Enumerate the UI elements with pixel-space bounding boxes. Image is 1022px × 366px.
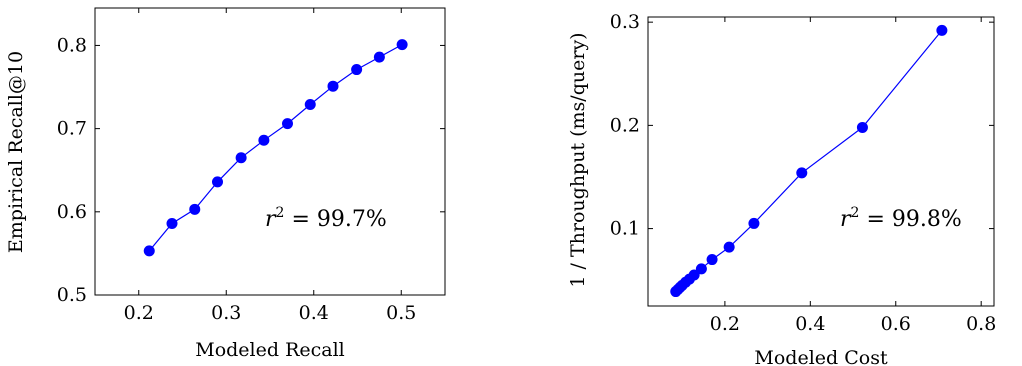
y-tick-label: 0.8 bbox=[57, 34, 87, 56]
plot-frame-cost bbox=[647, 16, 995, 307]
data-point bbox=[796, 167, 808, 179]
series-line-cost bbox=[675, 30, 943, 293]
data-point bbox=[143, 245, 155, 257]
y-tick-label: 0.2 bbox=[610, 114, 640, 136]
x-axis-label-cost: Modeled Cost bbox=[754, 347, 888, 366]
data-point bbox=[351, 64, 363, 76]
annotation-rest: = 99.8% bbox=[859, 207, 961, 232]
data-point bbox=[258, 134, 270, 146]
annotation-sup: 2 bbox=[851, 205, 860, 221]
x-tick-label: 0.2 bbox=[124, 302, 154, 324]
data-point bbox=[856, 121, 868, 133]
x-tick-label: 0.3 bbox=[211, 302, 241, 324]
annotation-base: r bbox=[840, 207, 852, 232]
points-cost bbox=[670, 24, 948, 298]
points-recall bbox=[143, 39, 408, 257]
data-point bbox=[212, 176, 223, 188]
annotation-base: r bbox=[265, 207, 277, 232]
plot-frame-recall bbox=[94, 7, 446, 296]
y-tick-label: 0.7 bbox=[57, 118, 87, 140]
x-tick-label: 0.8 bbox=[966, 313, 996, 335]
data-point bbox=[166, 217, 178, 229]
data-point bbox=[748, 217, 760, 229]
data-point bbox=[327, 80, 339, 92]
y-tick-label: 0.6 bbox=[57, 201, 87, 223]
y-axis-label-cost: 1 / Throughput (ms/query) bbox=[567, 32, 589, 287]
x-tick-label: 0.6 bbox=[881, 313, 911, 335]
y-axis-label-recall: Empirical Recall@10 bbox=[5, 51, 27, 253]
data-point bbox=[189, 203, 201, 215]
data-point bbox=[723, 241, 735, 253]
annotation-cost: r2 = 99.8% bbox=[840, 205, 962, 232]
annotation-recall: r2 = 99.7% bbox=[265, 205, 387, 232]
data-point bbox=[936, 24, 948, 36]
annotation-rest: = 99.7% bbox=[284, 207, 386, 232]
x-tick-label: 0.5 bbox=[386, 302, 416, 324]
x-tick-label: 0.2 bbox=[710, 313, 740, 335]
y-tick-label: 0.3 bbox=[610, 11, 640, 33]
data-point bbox=[706, 254, 718, 266]
ticks-recall: 0.2 0.3 0.4 0.5 0.5 0.6 0.7 0.8 bbox=[57, 8, 445, 324]
data-point bbox=[282, 118, 293, 130]
data-point bbox=[304, 98, 316, 110]
x-axis-label-recall: Modeled Recall bbox=[195, 339, 345, 361]
x-tick-label: 0.4 bbox=[299, 302, 329, 324]
x-tick-label: 0.4 bbox=[795, 313, 825, 335]
y-tick-label: 0.1 bbox=[610, 218, 640, 240]
annotation-sup: 2 bbox=[276, 205, 285, 221]
ticks-cost: 0.2 0.4 0.6 0.8 0.1 0.2 0.3 bbox=[610, 11, 997, 335]
data-point bbox=[235, 152, 247, 164]
data-point bbox=[373, 51, 385, 63]
chart-recall: 0.2 0.3 0.4 0.5 0.5 0.6 0.7 0.8 r2 = 99.7% Mode… bbox=[5, 7, 446, 361]
data-point bbox=[396, 39, 408, 51]
data-point bbox=[695, 263, 707, 275]
y-tick-label: 0.5 bbox=[57, 284, 87, 306]
data-point bbox=[688, 269, 700, 281]
chart-cost: 0.2 0.4 0.6 0.8 0.1 0.2 0.3 r2 = 99.8% Modeled… bbox=[567, 11, 996, 366]
